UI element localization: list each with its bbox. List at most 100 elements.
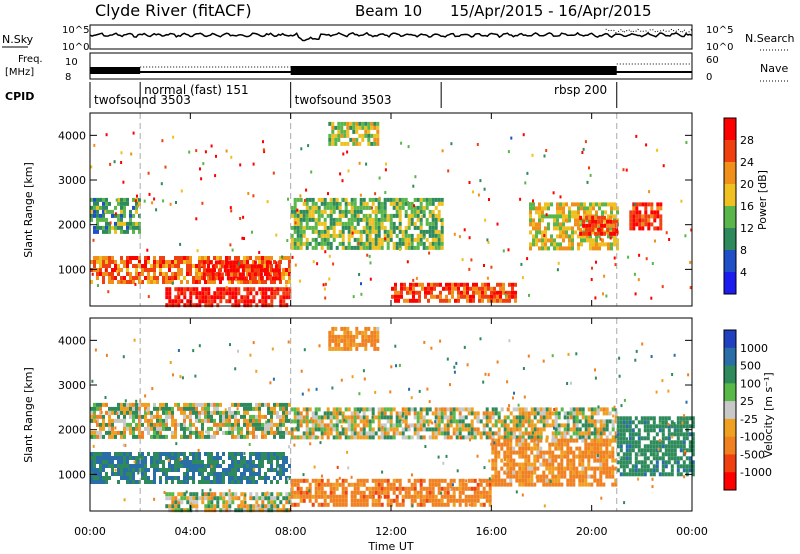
data-cell bbox=[108, 276, 111, 280]
data-cell bbox=[651, 485, 654, 489]
data-cell bbox=[301, 392, 304, 396]
data-cell bbox=[488, 478, 492, 483]
data-cell bbox=[343, 418, 346, 422]
data-cell bbox=[111, 280, 114, 284]
data-cell bbox=[571, 234, 574, 239]
data-cell bbox=[183, 303, 187, 308]
data-cell bbox=[347, 229, 351, 234]
data-cell bbox=[177, 295, 181, 300]
data-cell bbox=[294, 263, 297, 267]
data-cell bbox=[622, 436, 626, 441]
data-cell bbox=[243, 414, 246, 419]
data-cell bbox=[317, 217, 321, 222]
data-cell bbox=[109, 221, 112, 225]
data-cell bbox=[126, 410, 129, 415]
data-cell bbox=[219, 496, 223, 501]
data-cell bbox=[120, 276, 123, 280]
data-cell bbox=[129, 280, 132, 284]
data-cell bbox=[610, 242, 613, 247]
data-cell bbox=[395, 423, 399, 428]
data-cell bbox=[96, 406, 99, 411]
data-cell bbox=[186, 464, 189, 468]
data-cell bbox=[129, 256, 132, 260]
data-cell bbox=[527, 454, 531, 459]
data-cell bbox=[353, 482, 357, 487]
data-cell bbox=[323, 225, 327, 230]
data-cell bbox=[487, 286, 490, 291]
data-cell bbox=[275, 233, 278, 237]
data-cell bbox=[261, 287, 265, 292]
data-cell bbox=[129, 472, 132, 476]
data-cell bbox=[93, 260, 96, 264]
data-cell bbox=[551, 442, 555, 447]
data-cell bbox=[243, 410, 246, 415]
data-cell bbox=[545, 458, 549, 463]
data-cell bbox=[208, 260, 212, 265]
data-cell bbox=[581, 478, 585, 483]
data-cell bbox=[255, 480, 258, 484]
data-cell bbox=[645, 143, 648, 147]
data-cell bbox=[647, 222, 651, 227]
data-cell bbox=[231, 430, 234, 435]
data-cell bbox=[314, 221, 318, 226]
data-cell bbox=[524, 470, 528, 475]
data-cell bbox=[508, 404, 511, 408]
data-cell bbox=[338, 502, 342, 507]
data-cell bbox=[243, 295, 247, 300]
data-cell bbox=[277, 276, 281, 281]
data-cell bbox=[156, 452, 159, 456]
data-cell bbox=[111, 464, 114, 468]
data-cell bbox=[511, 294, 514, 299]
data-cell bbox=[132, 410, 135, 415]
data-cell bbox=[174, 496, 178, 501]
data-cell bbox=[628, 472, 632, 477]
data-cell bbox=[473, 498, 477, 503]
data-cell bbox=[258, 496, 262, 501]
data-cell bbox=[437, 423, 441, 428]
data-cell bbox=[159, 456, 162, 460]
data-cell bbox=[177, 456, 180, 460]
data-cell bbox=[320, 431, 324, 436]
data-cell bbox=[114, 418, 117, 423]
data-cell bbox=[572, 466, 576, 471]
data-cell bbox=[472, 298, 475, 303]
data-cell bbox=[652, 456, 656, 461]
freq-label-2: [MHz] bbox=[5, 67, 34, 78]
data-cell bbox=[437, 233, 441, 238]
data-cell bbox=[96, 480, 99, 484]
data-cell bbox=[628, 424, 632, 429]
data-cell bbox=[652, 472, 656, 477]
data-cell bbox=[515, 435, 519, 440]
data-cell bbox=[256, 268, 260, 273]
data-cell bbox=[114, 456, 117, 460]
data-cell bbox=[473, 415, 477, 420]
data-cell bbox=[317, 209, 321, 214]
data-cell bbox=[463, 294, 466, 299]
data-cell bbox=[607, 242, 610, 247]
data-cell bbox=[264, 504, 268, 509]
data-cell bbox=[314, 486, 318, 491]
data-cell bbox=[267, 452, 270, 456]
data-cell bbox=[251, 230, 253, 234]
data-cell bbox=[487, 282, 490, 287]
data-cell bbox=[611, 450, 615, 455]
data-cell bbox=[359, 233, 363, 238]
data-cell bbox=[189, 468, 192, 472]
data-cell bbox=[209, 488, 212, 492]
data-cell bbox=[569, 466, 573, 471]
data-cell bbox=[610, 234, 613, 239]
data-cell bbox=[213, 422, 216, 427]
data-cell bbox=[340, 141, 344, 146]
data-cell bbox=[165, 272, 168, 276]
data-cell bbox=[587, 415, 591, 420]
data-cell bbox=[659, 222, 663, 227]
data-cell bbox=[246, 418, 249, 423]
data-cell bbox=[652, 452, 656, 457]
data-cell bbox=[126, 452, 129, 456]
data-cell bbox=[117, 272, 120, 276]
data-cell bbox=[548, 423, 552, 428]
data-cell bbox=[685, 456, 689, 461]
data-cell bbox=[246, 422, 249, 427]
data-cell bbox=[255, 508, 259, 513]
data-cell bbox=[277, 272, 281, 277]
